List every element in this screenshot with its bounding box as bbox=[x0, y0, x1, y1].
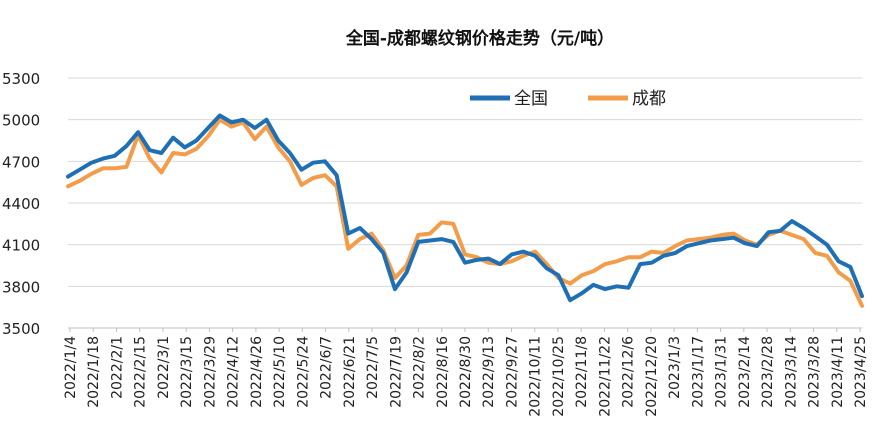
x-tick-label: 2022/11/22 bbox=[597, 336, 613, 417]
y-tick-label: 4100 bbox=[2, 237, 40, 255]
x-tick-label: 2022/3/15 bbox=[179, 336, 195, 408]
x-tick-label: 2023/1/3 bbox=[667, 336, 683, 399]
chart-title: 全国-成都螺纹钢价格走势（元/吨） bbox=[345, 28, 614, 49]
x-tick-label: 2022/12/20 bbox=[644, 336, 660, 417]
x-tick-label: 2022/4/26 bbox=[249, 336, 265, 408]
gridlines bbox=[68, 77, 862, 329]
x-tick-label: 2022/5/24 bbox=[295, 336, 311, 408]
y-tick-label: 5300 bbox=[2, 70, 40, 88]
x-tick-label: 2022/10/11 bbox=[528, 336, 544, 417]
y-tick-label: 5000 bbox=[2, 112, 40, 130]
x-tick-label: 2022/12/6 bbox=[621, 336, 637, 408]
x-axis: 2022/1/4 2022/1/18 2022/2/1 2022/2/15 2022/3… bbox=[63, 327, 869, 417]
series-line-成都 bbox=[66, 117, 864, 308]
x-tick-label: 2022/10/25 bbox=[551, 336, 567, 417]
y-axis: 3500 3800 4100 4400 4700 5000 5300 bbox=[2, 70, 40, 338]
x-tick-label: 2022/8/16 bbox=[435, 336, 451, 408]
x-tick-label: 2022/11/8 bbox=[574, 336, 590, 408]
y-tick-label: 3500 bbox=[2, 320, 40, 338]
x-tick-label: 2023/3/14 bbox=[783, 336, 799, 408]
x-tick-label: 2023/1/31 bbox=[714, 336, 730, 408]
x-tick-label: 2022/7/19 bbox=[388, 336, 404, 408]
x-tick-label: 2022/6/21 bbox=[342, 336, 358, 408]
x-tick-label: 2022/3/29 bbox=[202, 336, 218, 408]
x-tick-label: 2023/1/17 bbox=[690, 336, 706, 408]
legend-label: 全国 bbox=[514, 89, 548, 109]
y-tick-label: 4400 bbox=[2, 195, 40, 213]
x-tick-label: 2023/2/14 bbox=[737, 336, 753, 408]
x-tick-label: 2022/8/30 bbox=[458, 336, 474, 408]
x-tick-label: 2022/9/13 bbox=[481, 336, 497, 408]
y-tick-label: 4700 bbox=[2, 153, 40, 171]
x-tick-label: 2022/9/27 bbox=[504, 336, 520, 408]
legend-label: 成都 bbox=[632, 89, 666, 109]
series-line-全国 bbox=[66, 113, 864, 303]
x-tick-label: 2022/3/1 bbox=[156, 336, 172, 399]
x-tick-label: 2023/4/25 bbox=[853, 336, 869, 408]
x-tick-label: 2022/2/15 bbox=[133, 336, 149, 408]
x-tick-label: 2022/5/10 bbox=[272, 336, 288, 408]
y-tick-label: 3800 bbox=[2, 278, 40, 296]
x-tick-label: 2022/7/5 bbox=[365, 336, 381, 399]
x-tick-label: 2022/4/12 bbox=[226, 336, 242, 408]
x-tick-label: 2022/1/4 bbox=[63, 336, 79, 399]
x-tick-label: 2023/3/28 bbox=[807, 336, 823, 408]
x-tick-label: 2023/2/28 bbox=[760, 336, 776, 408]
series-lines bbox=[66, 113, 864, 308]
legend: 全国 成都 bbox=[470, 89, 666, 109]
x-tick-label: 2022/6/7 bbox=[319, 336, 335, 399]
x-tick-label: 2023/4/11 bbox=[830, 336, 846, 408]
x-tick-label: 2022/1/18 bbox=[86, 336, 102, 408]
x-tick-label: 2022/8/2 bbox=[412, 336, 428, 399]
x-tick-label: 2022/2/1 bbox=[109, 336, 125, 399]
